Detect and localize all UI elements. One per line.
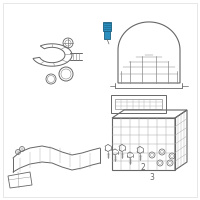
Text: 3: 3 <box>150 173 154 182</box>
Bar <box>103 22 111 31</box>
Bar <box>104 30 110 39</box>
Text: 2: 2 <box>141 164 145 172</box>
